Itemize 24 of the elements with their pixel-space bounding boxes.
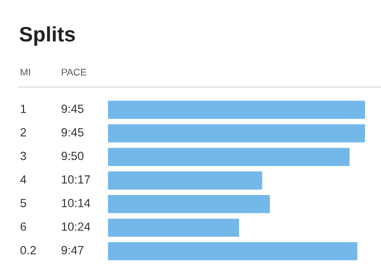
bar xyxy=(108,148,350,166)
bar xyxy=(108,218,240,237)
chart-title: Splits xyxy=(20,26,75,46)
y-tick-label: 5 xyxy=(20,199,26,208)
bar xyxy=(108,194,270,214)
text: 9:45 xyxy=(62,104,84,113)
text: PACE xyxy=(62,68,86,76)
y-tick-label: 6 xyxy=(20,222,26,231)
y-tick-label: 3 xyxy=(20,152,26,160)
text: MI xyxy=(20,68,30,76)
text: 9:50 xyxy=(62,152,84,160)
text: 10:17 xyxy=(62,175,90,184)
y-tick-label: 1 xyxy=(20,104,26,113)
bar xyxy=(108,242,358,260)
bar xyxy=(108,124,365,142)
text: 10:24 xyxy=(62,222,90,231)
y-tick-label: 0.2 xyxy=(20,246,36,254)
text: 10:14 xyxy=(62,198,90,208)
text: 9:47 xyxy=(62,246,84,254)
bar xyxy=(108,171,262,190)
y-tick-label: 2 xyxy=(20,128,26,136)
y-tick-label: 4 xyxy=(20,175,26,184)
text: 9:45 xyxy=(62,128,84,137)
bar xyxy=(108,100,365,119)
